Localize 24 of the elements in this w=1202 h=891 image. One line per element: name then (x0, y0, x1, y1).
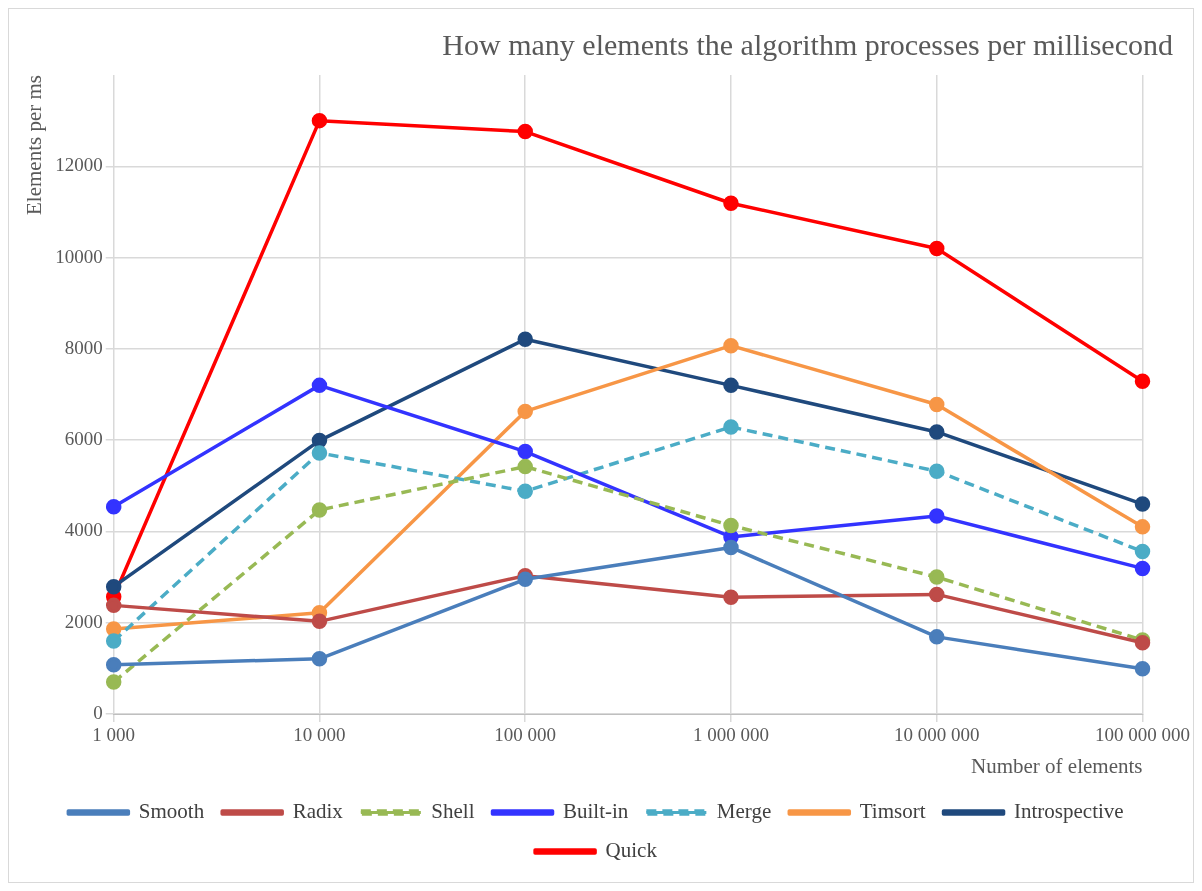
legend-label: Smooth (138, 799, 205, 824)
legend-label: Built-in (563, 799, 629, 824)
chart-title: How many elements the algorithm processes per millisecond (442, 27, 1173, 61)
x-tick-label: 100 000 (494, 724, 557, 746)
legend-label: Timsort (859, 799, 926, 824)
legend-label: Shell (431, 799, 475, 824)
y-tick-label: 8000 (64, 336, 103, 358)
y-tick-label: 10000 (55, 245, 103, 267)
x-axis-title: Number of elements (971, 753, 1143, 778)
y-tick-label: 2000 (64, 610, 103, 632)
y-axis-title: Elements per ms (22, 75, 47, 215)
y-tick-label: 12000 (55, 154, 103, 176)
y-tick-label: 4000 (64, 519, 103, 541)
x-tick-label: 1 000 (92, 724, 136, 746)
y-tick-label: 0 (93, 701, 103, 723)
legend-label: Introspective (1014, 799, 1124, 824)
x-tick-label: 1 000 000 (692, 724, 769, 746)
legend-label: Quick (605, 838, 658, 863)
legend-label: Merge (716, 799, 772, 824)
x-tick-label: 10 000 (293, 724, 346, 746)
x-tick-label: 100 000 000 (1095, 724, 1190, 746)
x-tick-label: 10 000 000 (893, 724, 980, 746)
y-tick-label: 6000 (64, 428, 103, 450)
legend-label: Radix (292, 799, 344, 824)
